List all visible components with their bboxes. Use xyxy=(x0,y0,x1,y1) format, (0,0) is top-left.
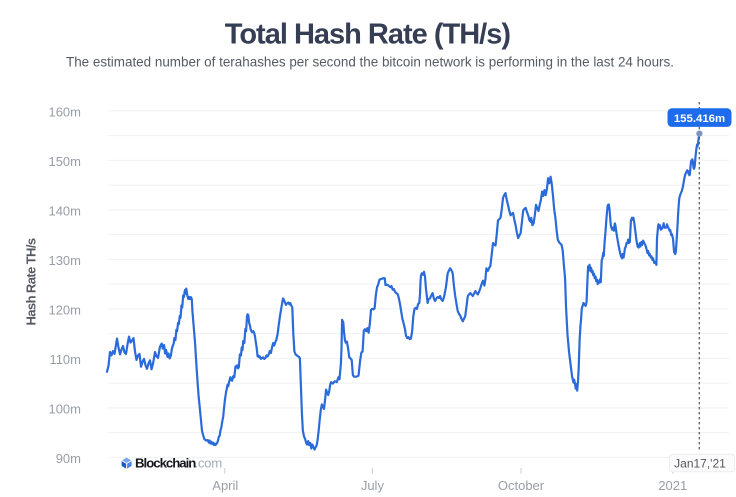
svg-text:150m: 150m xyxy=(48,154,81,169)
svg-text:2021: 2021 xyxy=(658,478,687,493)
svg-text:90m: 90m xyxy=(56,451,81,466)
svg-text:160m: 160m xyxy=(48,104,81,119)
svg-text:Hash Rate TH/s: Hash Rate TH/s xyxy=(24,238,39,325)
svg-text:Blockchain: Blockchain xyxy=(135,455,196,470)
svg-text:155.416m: 155.416m xyxy=(674,113,725,125)
svg-text:October: October xyxy=(498,478,545,493)
svg-text:Jan17,'21: Jan17,'21 xyxy=(674,456,726,470)
svg-text:April: April xyxy=(212,478,238,493)
svg-text:110m: 110m xyxy=(49,352,81,367)
svg-text:.com: .com xyxy=(195,455,223,470)
svg-text:120m: 120m xyxy=(48,302,81,317)
svg-text:140m: 140m xyxy=(48,203,81,218)
svg-text:The estimated number of teraha: The estimated number of terahashes per s… xyxy=(66,55,674,70)
svg-text:July: July xyxy=(361,478,385,493)
svg-text:Total Hash Rate (TH/s): Total Hash Rate (TH/s) xyxy=(225,19,511,51)
svg-text:100m: 100m xyxy=(48,401,81,416)
svg-text:130m: 130m xyxy=(48,253,81,268)
